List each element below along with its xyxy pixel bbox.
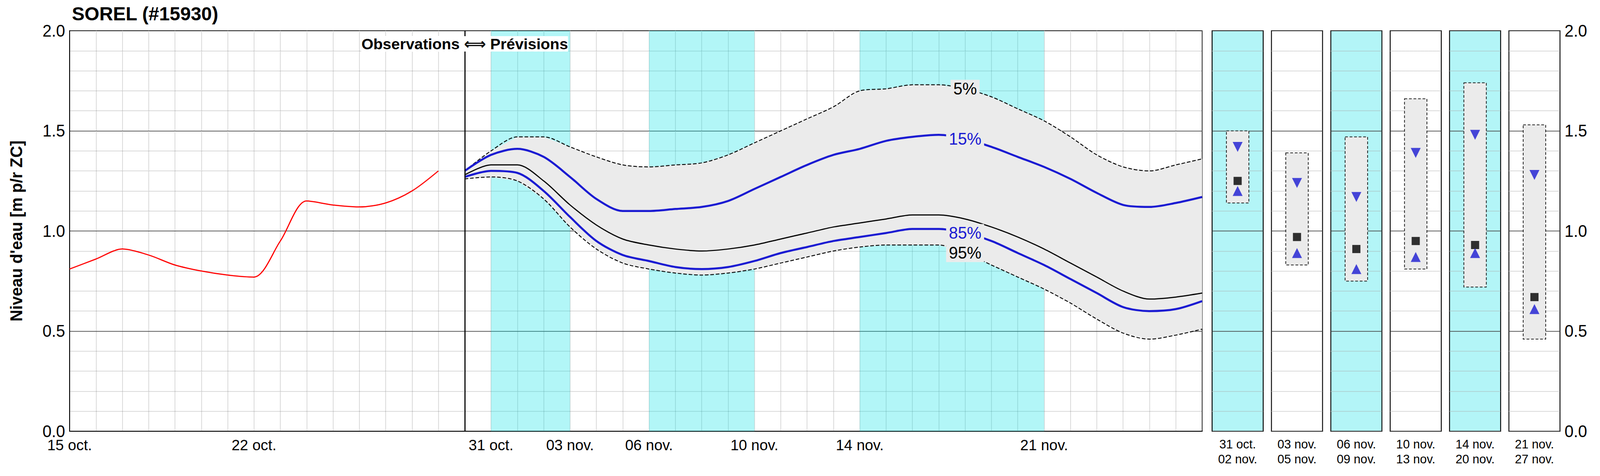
svg-text:21 nov.: 21 nov. (1020, 436, 1069, 454)
svg-text:05 nov.: 05 nov. (1277, 452, 1317, 467)
svg-text:31 oct.: 31 oct. (1219, 437, 1256, 452)
svg-text:Niveau d'eau [m p/r ZC]: Niveau d'eau [m p/r ZC] (7, 140, 26, 322)
svg-text:27 nov.: 27 nov. (1515, 452, 1555, 467)
svg-text:31 oct.: 31 oct. (468, 436, 514, 454)
svg-text:21 nov.: 21 nov. (1515, 437, 1555, 452)
svg-text:Observations ⟺ Prévisions: Observations ⟺ Prévisions (361, 35, 568, 53)
svg-text:03 nov.: 03 nov. (1277, 437, 1317, 452)
svg-text:13 nov.: 13 nov. (1396, 452, 1436, 467)
svg-text:0.0: 0.0 (1564, 422, 1588, 441)
svg-text:85%: 85% (948, 223, 982, 243)
svg-text:0.5: 0.5 (42, 321, 66, 341)
svg-text:SOREL (#15930): SOREL (#15930) (71, 3, 219, 25)
svg-text:1.0: 1.0 (42, 221, 66, 241)
svg-text:06 nov.: 06 nov. (625, 436, 674, 454)
svg-text:10 nov.: 10 nov. (1396, 437, 1436, 452)
svg-text:95%: 95% (948, 243, 982, 263)
svg-text:09 nov.: 09 nov. (1336, 452, 1377, 467)
svg-text:1.5: 1.5 (1564, 121, 1588, 141)
svg-text:02 nov.: 02 nov. (1217, 452, 1258, 467)
svg-text:0.0: 0.0 (42, 422, 66, 441)
svg-text:03 nov.: 03 nov. (546, 436, 595, 454)
svg-text:15%: 15% (948, 129, 982, 149)
svg-text:22 oct.: 22 oct. (231, 436, 277, 454)
svg-text:14 nov.: 14 nov. (835, 436, 884, 454)
svg-text:2.0: 2.0 (1564, 21, 1588, 41)
svg-text:5%: 5% (953, 79, 977, 99)
svg-text:2.0: 2.0 (42, 21, 66, 41)
svg-text:20 nov.: 20 nov. (1455, 452, 1495, 467)
svg-text:1.5: 1.5 (42, 121, 66, 141)
svg-text:10 nov.: 10 nov. (730, 436, 779, 454)
svg-text:15 oct.: 15 oct. (47, 436, 92, 454)
svg-text:14 nov.: 14 nov. (1455, 437, 1495, 452)
svg-text:0.5: 0.5 (1564, 321, 1588, 341)
svg-text:1.0: 1.0 (1564, 221, 1588, 241)
svg-text:06 nov.: 06 nov. (1336, 437, 1377, 452)
